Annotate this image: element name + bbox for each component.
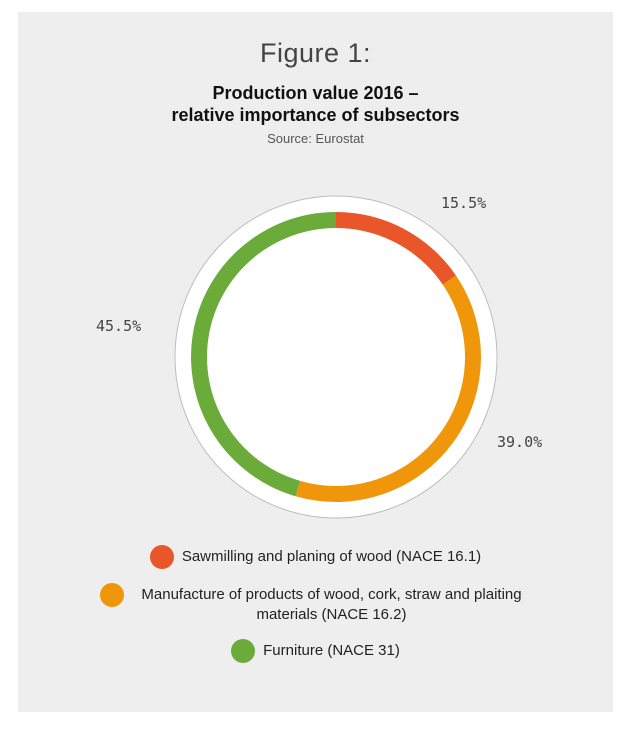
legend-item-sawmilling: Sawmilling and planing of wood (NACE 16.… [0,545,631,569]
legend-swatch-furniture [231,639,256,663]
legend-swatch-sawmilling [149,545,174,569]
slice-label-furniture: 45.5% [96,317,141,335]
chart-source: Source: Eurostat [267,131,364,146]
legend-label-sawmilling: Sawmilling and planing of wood (NACE 16.… [181,548,482,565]
slice-label-sawmilling: 15.5% [441,194,486,212]
title-line-2: relative importance of subsectors [171,105,460,125]
donut-hole [207,228,465,486]
slice-label-wood-products: 39.0% [497,433,542,451]
legend-item-wood-products: Manufacture of products of wood, cork, s… [0,583,631,625]
legend-label-wood-products: Manufacture of products of wood, cork, s… [141,586,522,623]
chart-legend: Sawmilling and planing of wood (NACE 16.… [0,545,631,677]
legend-item-furniture: Furniture (NACE 31) [0,639,631,663]
title-line-1: Production value 2016 – [212,83,419,103]
donut-chart: 15.5% 39.0% 45.5% [96,194,542,519]
legend-label-furniture: Furniture (NACE 31) [263,642,400,659]
legend-swatch-wood-products [99,583,124,607]
chart-title: Production value 2016 – relative importa… [0,82,631,126]
figure-label: Figure 1: [259,38,372,68]
